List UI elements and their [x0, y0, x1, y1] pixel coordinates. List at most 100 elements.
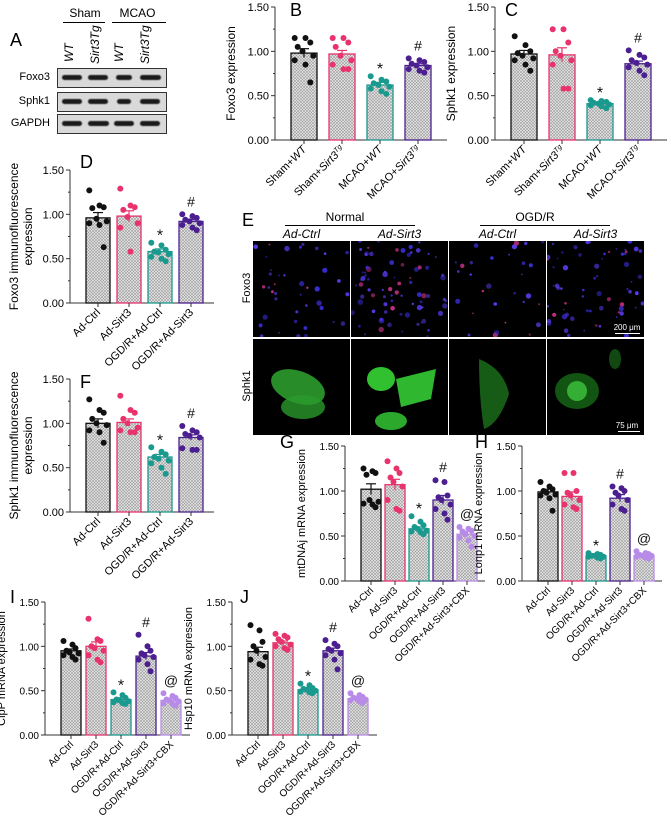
data-point: [340, 35, 347, 41]
data-point: [186, 218, 193, 225]
blot-band: [62, 99, 82, 104]
y-axis-label: ClpP mRNA expression: [0, 611, 8, 726]
group-header-ogdr: OGD/R: [515, 210, 555, 224]
significance-marker: *: [597, 85, 603, 102]
data-point: [162, 246, 169, 253]
data-point: [310, 52, 317, 59]
data-point: [416, 67, 423, 74]
data-point: [375, 498, 382, 505]
group-header-sham: Sham: [69, 6, 101, 20]
panel-letter-i: I: [10, 587, 15, 607]
panel-letter-d: D: [80, 152, 93, 172]
bar: [178, 220, 204, 304]
significance-marker: @: [637, 530, 651, 546]
data-point: [603, 105, 610, 112]
data-point: [110, 699, 117, 706]
panel-letter-e: E: [242, 210, 255, 230]
data-point: [383, 78, 390, 85]
data-point: [370, 80, 377, 87]
data-point: [96, 222, 103, 228]
data-point: [345, 39, 352, 46]
row-label-sphk1: Sphk1: [18, 95, 50, 107]
data-point: [384, 497, 391, 503]
data-point: [155, 455, 162, 462]
panel-letter-b: B: [290, 0, 302, 20]
data-point: [193, 214, 200, 221]
data-point: [328, 647, 335, 654]
data-point: [576, 497, 583, 503]
data-point: [543, 489, 550, 496]
blot-band: [117, 99, 131, 104]
col-label-ad-ctrl-1: Ad-Ctrl: [282, 227, 321, 241]
data-point: [85, 652, 92, 659]
data-point: [360, 500, 367, 507]
data-point: [86, 187, 93, 194]
micrograph-foxo3-2: [351, 241, 448, 337]
data-point: [337, 650, 344, 657]
data-point: [345, 66, 352, 73]
blot-band: [87, 121, 109, 126]
data-point: [162, 451, 169, 458]
significance-marker: *: [416, 501, 422, 518]
data-point: [573, 488, 580, 494]
data-point: [96, 429, 103, 436]
data-point: [100, 647, 107, 654]
data-point: [585, 553, 592, 560]
data-point: [284, 634, 291, 641]
micrograph-sphk1-1: [253, 339, 350, 435]
y-axis-label: Foxo3 expression: [224, 26, 238, 121]
data-point: [408, 60, 415, 67]
y-tick-label: 0.50: [248, 91, 269, 103]
group-underline-mcao: [112, 22, 166, 23]
data-point: [135, 656, 142, 663]
data-point: [193, 446, 200, 453]
data-point: [122, 701, 129, 707]
y-tick-label: 0.00: [43, 298, 64, 310]
data-point: [573, 506, 580, 512]
data-point: [186, 432, 193, 439]
panel-letter-j: J: [240, 587, 249, 607]
data-point: [179, 211, 186, 218]
data-point: [348, 57, 355, 64]
data-point: [597, 555, 604, 562]
data-point: [420, 522, 427, 529]
data-point: [522, 42, 529, 49]
data-point: [124, 214, 131, 220]
y-tick-label: 0.00: [320, 577, 340, 588]
data-point: [444, 516, 451, 523]
group-underline-normal: [285, 225, 415, 226]
data-point: [272, 643, 279, 650]
data-point: [386, 83, 393, 90]
data-point: [375, 82, 382, 88]
row-label-foxo3: Foxo3: [19, 71, 50, 83]
y-tick-label: 0.00: [248, 135, 269, 147]
data-point: [72, 656, 79, 663]
blot-band: [62, 121, 82, 126]
data-point: [399, 483, 406, 490]
data-point: [302, 35, 309, 41]
data-point: [278, 638, 285, 645]
data-point: [549, 26, 556, 33]
data-point: [247, 656, 254, 663]
data-point: [93, 420, 100, 427]
data-point: [372, 470, 379, 476]
chart-panel-g: G 0.00 0.50 1.00 1.50 mtDNAj mRNA expression A…: [280, 430, 525, 671]
data-point: [444, 492, 451, 499]
data-point: [100, 244, 107, 251]
bar: [290, 52, 318, 141]
data-point: [537, 479, 544, 485]
chart-panel-c: C 0.00 0.50 1.00 1.50 Sphk1 expression Sham+WT…: [425, 0, 668, 230]
data-point: [179, 222, 186, 228]
data-point: [196, 434, 203, 441]
data-point: [322, 652, 329, 659]
data-point: [162, 258, 169, 265]
data-point: [134, 424, 141, 431]
blot-band: [88, 99, 108, 104]
data-point: [148, 444, 155, 451]
data-point: [331, 656, 338, 663]
data-point: [552, 48, 559, 55]
data-point: [390, 479, 397, 485]
data-point: [625, 64, 632, 71]
significance-marker: #: [439, 459, 447, 475]
data-point: [641, 72, 648, 79]
